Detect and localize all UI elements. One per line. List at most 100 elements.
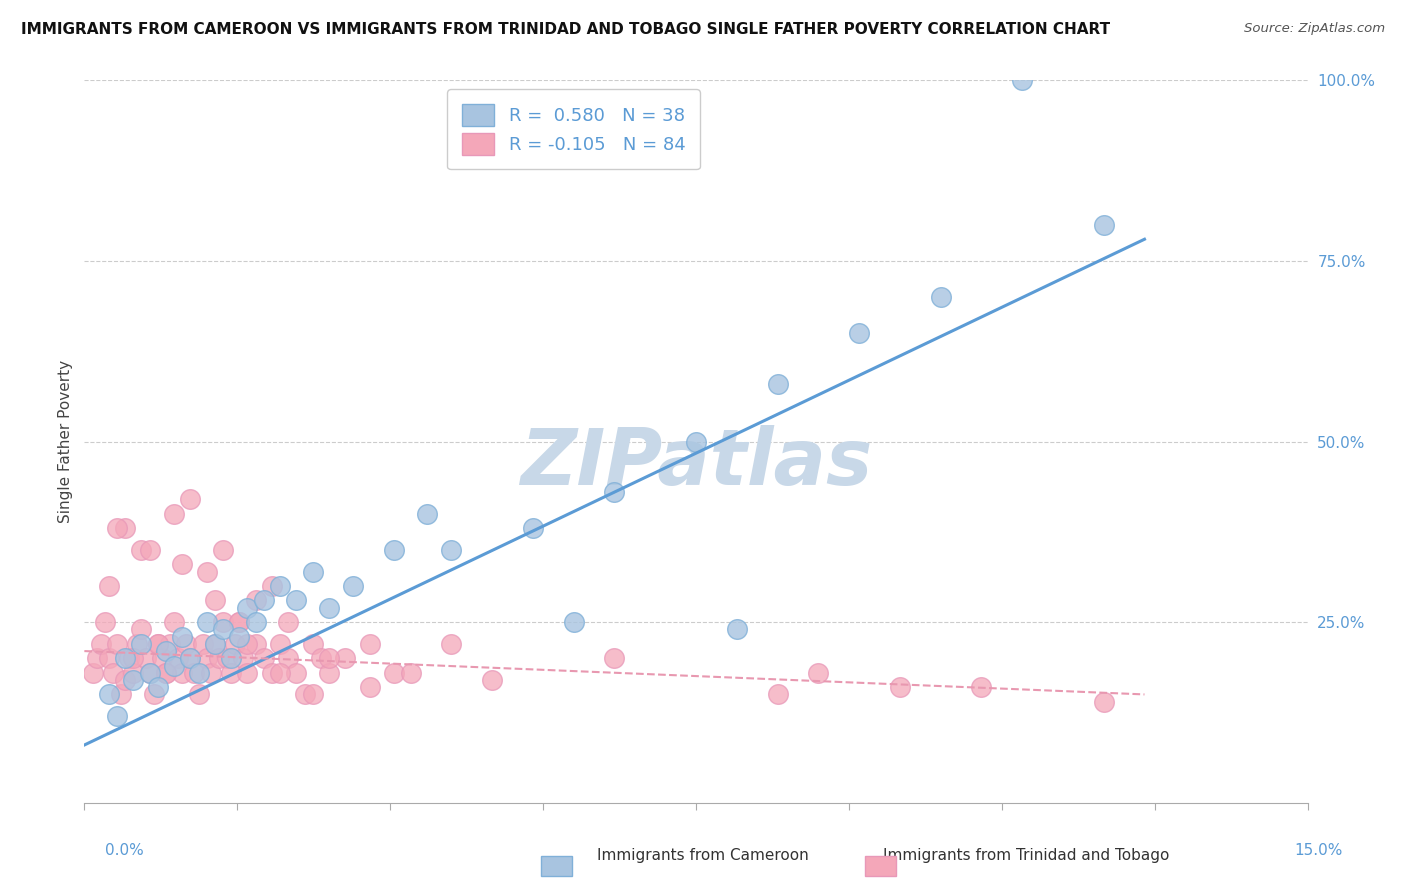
Point — [97, 651, 120, 665]
Point — [204, 637, 226, 651]
Point — [232, 651, 254, 665]
Point — [219, 651, 242, 665]
Point — [155, 665, 177, 680]
Point — [970, 680, 993, 694]
Point — [174, 637, 197, 651]
Point — [195, 651, 218, 665]
Legend: R =  0.580   N = 38, R = -0.105   N = 84: R = 0.580 N = 38, R = -0.105 N = 84 — [447, 89, 700, 169]
Point — [318, 600, 340, 615]
Point — [167, 651, 190, 665]
Text: 15.0%: 15.0% — [1295, 843, 1343, 858]
Point — [301, 687, 323, 701]
Point — [228, 630, 250, 644]
Point — [135, 651, 157, 665]
Point — [269, 637, 291, 651]
Point — [105, 709, 128, 723]
Point — [179, 651, 201, 665]
Point — [277, 615, 299, 630]
Point — [114, 673, 136, 687]
Point — [97, 579, 120, 593]
Point — [212, 542, 235, 557]
Point — [138, 665, 160, 680]
Point — [245, 593, 267, 607]
Point — [245, 637, 267, 651]
Point — [603, 485, 626, 500]
Point — [82, 665, 104, 680]
Point — [200, 665, 222, 680]
Point — [122, 651, 145, 665]
Point — [1092, 218, 1115, 232]
Point — [260, 665, 283, 680]
Point — [131, 542, 153, 557]
Point — [217, 651, 239, 665]
Point — [142, 687, 165, 701]
Point — [318, 665, 340, 680]
Point — [191, 637, 214, 651]
Point — [179, 651, 201, 665]
Point — [131, 637, 153, 651]
Point — [86, 651, 108, 665]
Point — [187, 665, 209, 680]
Point — [195, 615, 218, 630]
Point — [208, 651, 231, 665]
Point — [285, 665, 308, 680]
Point — [172, 630, 194, 644]
Point — [127, 637, 149, 651]
Y-axis label: Single Father Poverty: Single Father Poverty — [58, 360, 73, 523]
Point — [929, 290, 952, 304]
Point — [146, 680, 169, 694]
Point — [105, 521, 128, 535]
Point — [118, 651, 141, 665]
Point — [93, 615, 115, 630]
Point — [277, 651, 299, 665]
Point — [301, 565, 323, 579]
Point — [236, 637, 259, 651]
Text: Immigrants from Trinidad and Tobago: Immigrants from Trinidad and Tobago — [883, 848, 1170, 863]
Point — [236, 600, 259, 615]
Point — [212, 623, 235, 637]
Text: Source: ZipAtlas.com: Source: ZipAtlas.com — [1244, 22, 1385, 36]
Point — [481, 673, 503, 687]
Point — [97, 687, 120, 701]
Text: 0.0%: 0.0% — [105, 843, 145, 858]
Point — [90, 637, 112, 651]
Point — [172, 665, 194, 680]
Point — [440, 637, 463, 651]
Point — [399, 665, 422, 680]
Point — [359, 680, 381, 694]
Point — [382, 542, 405, 557]
Point — [301, 637, 323, 651]
Point — [309, 651, 332, 665]
Point — [245, 615, 267, 630]
Point — [318, 651, 340, 665]
Point — [685, 434, 707, 449]
Point — [269, 665, 291, 680]
Point — [138, 665, 160, 680]
Point — [562, 615, 585, 630]
Point — [603, 651, 626, 665]
Point — [212, 615, 235, 630]
Point — [725, 623, 748, 637]
Point — [114, 521, 136, 535]
Point — [253, 593, 276, 607]
Text: ZIPatlas: ZIPatlas — [520, 425, 872, 501]
Point — [335, 651, 357, 665]
Point — [807, 665, 830, 680]
Point — [163, 507, 186, 521]
Point — [172, 558, 194, 572]
Point — [285, 593, 308, 607]
Point — [138, 542, 160, 557]
Point — [122, 665, 145, 680]
Point — [163, 615, 186, 630]
Point — [204, 593, 226, 607]
Point — [253, 651, 276, 665]
Text: IMMIGRANTS FROM CAMEROON VS IMMIGRANTS FROM TRINIDAD AND TOBAGO SINGLE FATHER PO: IMMIGRANTS FROM CAMEROON VS IMMIGRANTS F… — [21, 22, 1111, 37]
Point — [179, 492, 201, 507]
Point — [183, 665, 205, 680]
Point — [105, 637, 128, 651]
Point — [150, 651, 173, 665]
Point — [416, 507, 439, 521]
Point — [122, 673, 145, 687]
Point — [342, 579, 364, 593]
Point — [155, 665, 177, 680]
